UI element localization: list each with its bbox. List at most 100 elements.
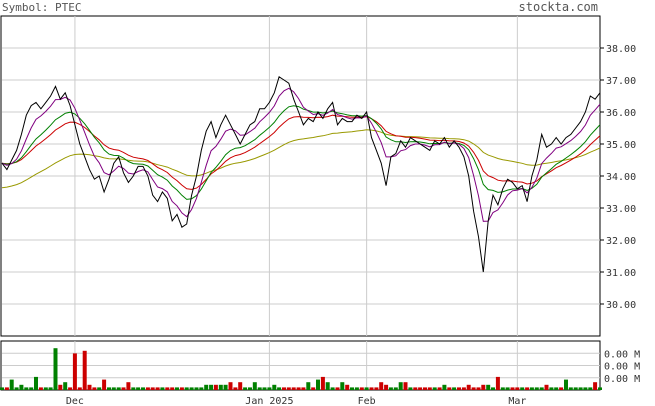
volume-bar: [282, 387, 286, 390]
volume-bar: [554, 387, 559, 390]
vol-tick-label: 0.00 M: [604, 374, 640, 385]
volume-bar: [325, 382, 330, 390]
volume-bar: [500, 387, 505, 390]
volume-bar: [461, 387, 466, 390]
volume-bar: [398, 382, 403, 390]
volume-bar: [189, 387, 194, 390]
volume-bar: [238, 382, 243, 390]
volume-bar: [432, 387, 437, 390]
volume-bar: [82, 350, 87, 390]
volume-bar: [379, 382, 384, 390]
volume-bar: [568, 387, 573, 390]
volume-bar: [491, 387, 495, 390]
volume-bar: [155, 387, 160, 390]
volume-bar: [53, 348, 58, 390]
volume-bar: [243, 387, 248, 390]
volume-bar: [408, 387, 413, 390]
volume-bar: [476, 387, 481, 390]
volume-bar: [97, 387, 102, 390]
volume-bar: [573, 387, 578, 390]
volume-bar: [272, 384, 277, 390]
symbol-value: PTEC: [55, 1, 82, 14]
volume-bar: [24, 387, 29, 390]
volume-bar: [107, 387, 111, 390]
y-tick-label: 36.00: [606, 108, 636, 119]
volume-bar: [252, 382, 257, 390]
volume-bar: [233, 387, 238, 390]
volume-bar: [539, 387, 544, 390]
volume-bar: [403, 382, 408, 390]
volume-bar: [418, 387, 423, 390]
volume-bar: [549, 387, 554, 390]
volume-bar: [510, 387, 515, 390]
volume-bar: [38, 387, 43, 390]
y-tick-label: 34.00: [606, 172, 636, 183]
volume-bar: [301, 387, 306, 390]
volume-bar: [14, 387, 19, 390]
volume-bar: [141, 387, 145, 390]
volume-bar: [340, 382, 345, 390]
volume-bar: [29, 387, 34, 390]
volume-bar: [520, 387, 525, 390]
volume-bar: [374, 387, 379, 390]
volume-bar: [111, 387, 116, 390]
volume-bar: [306, 382, 311, 390]
volume-bar: [471, 387, 476, 390]
volume-bar: [564, 379, 568, 390]
series-ema20: [1, 114, 601, 190]
y-tick-label: 31.00: [606, 268, 636, 279]
series-ema5: [1, 87, 601, 222]
volume-bar: [160, 387, 165, 390]
volume-bar: [165, 387, 170, 390]
volume-bar: [588, 387, 593, 390]
volume-bar: [515, 387, 520, 390]
x-tick-label: Feb: [358, 396, 376, 406]
volume-bar: [393, 387, 398, 390]
volume-bar: [437, 387, 442, 390]
volume-bar: [495, 376, 500, 390]
volume-bar: [544, 384, 549, 390]
price-lines: [1, 76, 601, 273]
x-tick-label: Mar: [508, 396, 526, 406]
symbol-label: Symbol: PTEC: [2, 1, 81, 14]
volume-bar: [63, 382, 68, 390]
volume-bar: [286, 387, 291, 390]
axis-ticks: 38.00 37.00 36.00 35.00 34.00 33.00 32.00 31.00…: [66, 44, 640, 406]
series-ema50: [1, 129, 601, 189]
volume-bar: [228, 382, 233, 390]
volume-bar: [262, 387, 267, 390]
volume-bar: [218, 384, 223, 390]
vol-tick-label: 0.00 M: [604, 362, 640, 373]
volume-bar: [447, 387, 452, 390]
volume-bar: [442, 384, 447, 390]
volume-bar: [525, 387, 530, 390]
volume-bar: [345, 384, 350, 390]
site-name: stockta.com: [519, 0, 598, 14]
volume-bar: [534, 387, 539, 390]
volume-bar: [466, 384, 471, 390]
volume-bar: [48, 387, 53, 390]
volume-bar: [43, 387, 48, 390]
volume-bar: [583, 387, 588, 390]
volume-bar: [578, 387, 583, 390]
volume-bar: [58, 384, 63, 390]
volume-bar: [4, 387, 9, 390]
volume-bar: [199, 387, 204, 390]
x-tick-label: Dec: [66, 396, 84, 406]
volume-bar: [335, 387, 340, 390]
volume-bar: [296, 387, 301, 390]
volume-bar: [209, 384, 214, 390]
volume-bar: [311, 387, 316, 390]
volume-bar: [184, 387, 189, 390]
y-tick-label: 33.00: [606, 204, 636, 215]
volume-bar: [136, 387, 141, 390]
volume-bar: [257, 387, 262, 390]
volume-bar: [359, 387, 364, 390]
volume-bar: [77, 387, 82, 390]
y-tick-label: 37.00: [606, 76, 636, 87]
volume-bar: [598, 387, 602, 390]
volume-bar: [350, 387, 354, 390]
volume-bar: [121, 387, 126, 390]
volume-bar: [529, 387, 534, 390]
